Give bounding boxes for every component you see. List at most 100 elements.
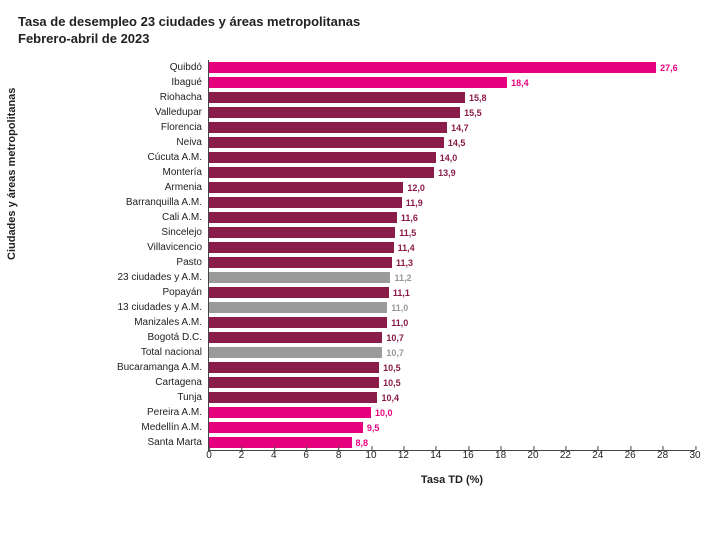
bar-row: 10,5 [209, 375, 695, 390]
x-tick-mark [598, 446, 599, 450]
bar: 9,5 [209, 422, 363, 433]
bar-value-label: 15,8 [465, 93, 487, 103]
bar-row: 10,7 [209, 345, 695, 360]
bar-value-label: 10,4 [377, 393, 399, 403]
x-tick: 24 [592, 450, 603, 461]
category-label: Bogotá D.C. [58, 330, 208, 345]
bar: 11,0 [209, 317, 387, 328]
bar-row: 10,4 [209, 390, 695, 405]
x-tick: 18 [495, 450, 506, 461]
bar-row: 11,9 [209, 195, 695, 210]
category-label: 13 ciudades y A.M. [58, 300, 208, 315]
bar: 10,4 [209, 392, 377, 403]
category-label: Quibdó [58, 60, 208, 75]
bar-value-label: 10,5 [379, 378, 401, 388]
category-label: Cali A.M. [58, 210, 208, 225]
x-tick-mark [371, 446, 372, 450]
bar-value-label: 8,8 [352, 438, 369, 448]
bar-value-label: 11,2 [390, 273, 411, 283]
category-label: Pasto [58, 255, 208, 270]
bar-value-label: 11,1 [389, 288, 410, 298]
bar: 14,5 [209, 137, 444, 148]
bar-value-label: 14,5 [444, 138, 466, 148]
category-label: Ibagué [58, 75, 208, 90]
category-label: Florencia [58, 120, 208, 135]
bars-group: 27,618,415,815,514,714,514,013,912,011,9… [209, 60, 695, 450]
chart-subtitle: Febrero-abril de 2023 [18, 31, 695, 46]
x-tick-mark [241, 446, 242, 450]
x-tick: 22 [560, 450, 571, 461]
x-tick-mark [306, 446, 307, 450]
bar-value-label: 11,0 [387, 318, 408, 328]
bar-row: 14,7 [209, 120, 695, 135]
x-tick: 12 [398, 450, 409, 461]
x-axis-label: Tasa TD (%) [421, 474, 483, 486]
category-label: Santa Marta [58, 435, 208, 450]
bar: 11,5 [209, 227, 395, 238]
x-tick-mark [274, 446, 275, 450]
bar-value-label: 10,5 [379, 363, 401, 373]
x-tick: 30 [689, 450, 700, 461]
x-tick: 6 [303, 450, 309, 461]
bar-value-label: 12,0 [403, 183, 425, 193]
x-tick: 8 [336, 450, 342, 461]
bar-row: 11,5 [209, 225, 695, 240]
bar-row: 15,5 [209, 105, 695, 120]
category-label: Cartagena [58, 375, 208, 390]
bar-row: 11,0 [209, 300, 695, 315]
category-label: Riohacha [58, 90, 208, 105]
bar: 11,0 [209, 302, 387, 313]
x-tick-mark [209, 446, 210, 450]
y-axis-label: Ciudades y áreas metropolitanas [6, 88, 18, 260]
x-tick: 26 [625, 450, 636, 461]
bar: 11,2 [209, 272, 390, 283]
x-tick: 10 [365, 450, 376, 461]
bar-value-label: 11,4 [394, 243, 415, 253]
x-tick: 16 [463, 450, 474, 461]
x-tick-mark [501, 446, 502, 450]
x-tick: 28 [657, 450, 668, 461]
bar-row: 11,4 [209, 240, 695, 255]
bar-value-label: 14,0 [436, 153, 458, 163]
category-label: Popayán [58, 285, 208, 300]
category-label: Cúcuta A.M. [58, 150, 208, 165]
bar: 10,0 [209, 407, 371, 418]
category-label: Montería [58, 165, 208, 180]
bar: 10,5 [209, 362, 379, 373]
bar-value-label: 11,3 [392, 258, 413, 268]
bar-row: 8,8 [209, 435, 695, 450]
bar: 15,8 [209, 92, 465, 103]
category-label: Total nacional [58, 345, 208, 360]
bar-value-label: 11,9 [402, 198, 423, 208]
category-label: Armenia [58, 180, 208, 195]
x-tick-mark [630, 446, 631, 450]
bar: 14,0 [209, 152, 436, 163]
category-label: Valledupar [58, 105, 208, 120]
bar-value-label: 9,5 [363, 423, 380, 433]
bar-value-label: 11,5 [395, 228, 416, 238]
x-tick-mark [403, 446, 404, 450]
category-label: Villavicencio [58, 240, 208, 255]
bar: 11,6 [209, 212, 397, 223]
bar: 11,3 [209, 257, 392, 268]
x-tick: 2 [239, 450, 245, 461]
x-axis: 024681012141618202224262830 [209, 450, 695, 468]
x-tick: 4 [271, 450, 277, 461]
category-label: Neiva [58, 135, 208, 150]
x-tick-mark [436, 446, 437, 450]
bar-row: 13,9 [209, 165, 695, 180]
bar-value-label: 10,7 [382, 333, 404, 343]
bar: 27,6 [209, 62, 656, 73]
bar-row: 12,0 [209, 180, 695, 195]
bar: 10,5 [209, 377, 379, 388]
bar-value-label: 27,6 [656, 63, 678, 73]
bar: 8,8 [209, 437, 352, 448]
x-tick: 20 [527, 450, 538, 461]
category-label: Bucaramanga A.M. [58, 360, 208, 375]
x-tick: 0 [206, 450, 212, 461]
category-label: 23 ciudades y A.M. [58, 270, 208, 285]
bar-row: 27,6 [209, 60, 695, 75]
bar: 11,4 [209, 242, 394, 253]
bar-value-label: 14,7 [447, 123, 469, 133]
bar: 11,9 [209, 197, 402, 208]
